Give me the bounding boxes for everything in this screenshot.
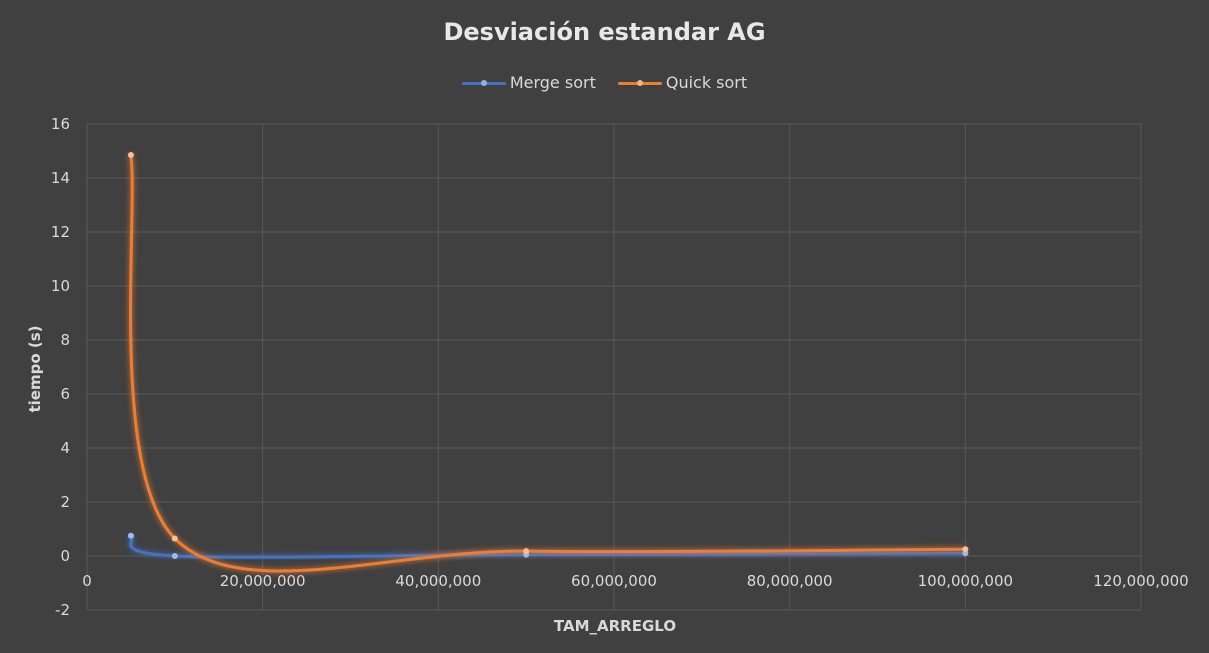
y-tick-label: -2	[55, 601, 70, 619]
x-tick-label: 80,000,000	[747, 572, 833, 590]
x-tick-label: 100,000,000	[918, 572, 1013, 590]
series-line-merge-sort	[129, 534, 967, 559]
series-line-quick-sort	[129, 153, 967, 573]
data-point-quick-sort	[523, 548, 530, 555]
chart-legend: Merge sort Quick sort	[0, 73, 1209, 92]
tick-labels: -2 0 2 4 6 8 10 12 14 16 0 20,000,000 40,000,000 60,0…	[51, 115, 1189, 619]
y-tick-label: 10	[51, 277, 70, 295]
x-axis-title: TAM_ARREGLO	[554, 617, 676, 635]
legend-swatch-merge-sort	[461, 77, 506, 89]
legend-swatch-quick-sort	[617, 77, 662, 89]
data-point-merge-sort	[127, 532, 134, 539]
y-tick-label: 6	[60, 385, 70, 403]
y-tick-label: 2	[60, 493, 70, 511]
x-tick-label: 0	[82, 572, 92, 590]
data-point-quick-sort	[962, 546, 969, 553]
x-tick-label: 20,000,000	[220, 572, 306, 590]
data-point-quick-sort	[171, 535, 178, 542]
data-point-quick-sort	[127, 152, 134, 159]
series-lines	[127, 152, 969, 573]
legend-label-quick-sort: Quick sort	[665, 73, 748, 92]
legend-item-merge-sort: Merge sort	[461, 73, 596, 92]
y-tick-label: 12	[51, 223, 70, 241]
x-tick-label: 60,000,000	[571, 572, 657, 590]
y-tick-label: 0	[60, 547, 70, 565]
y-tick-label: 8	[60, 331, 70, 349]
x-tick-label: 40,000,000	[395, 572, 481, 590]
y-axis-title: tiempo (s)	[26, 325, 44, 412]
chart-title: Desviación estandar AG	[443, 18, 766, 46]
legend-label-merge-sort: Merge sort	[509, 73, 596, 92]
grid-lines	[86, 123, 1142, 611]
y-tick-label: 14	[51, 169, 70, 187]
data-point-merge-sort	[171, 553, 178, 559]
legend-item-quick-sort: Quick sort	[617, 73, 748, 92]
y-tick-label: 4	[60, 439, 70, 457]
y-tick-label: 16	[51, 115, 70, 133]
x-tick-label: 120,000,000	[1093, 572, 1188, 590]
